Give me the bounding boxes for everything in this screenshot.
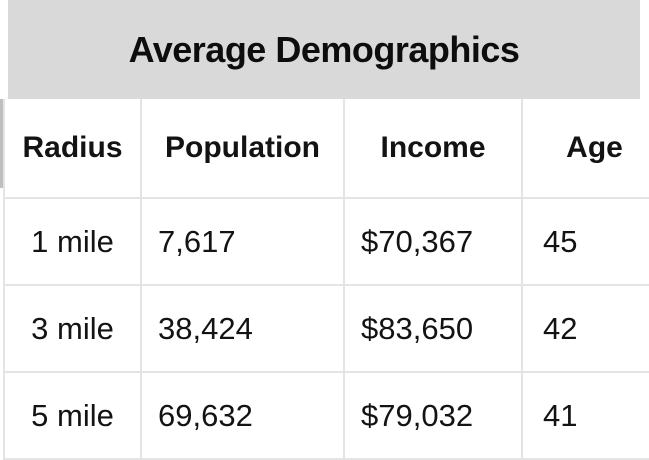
cell-age: 42: [543, 310, 578, 346]
column-header-population: Population: [142, 99, 345, 197]
cell-age: 45: [543, 223, 578, 259]
cell-radius: 5 mile: [5, 373, 142, 458]
title-band: Average Demographics: [8, 0, 640, 99]
demographics-table: Radius Population Income Age 1 mile 7,61…: [3, 99, 649, 460]
cell-radius: 1 mile: [5, 199, 142, 284]
page-title: Average Demographics: [128, 28, 520, 70]
column-header-radius: Radius: [5, 99, 142, 197]
cell-population: 38,424: [142, 286, 345, 371]
cell-income: $83,650: [345, 286, 523, 371]
table-header-row: Radius Population Income Age: [5, 99, 649, 199]
cell-population: 69,632: [142, 373, 345, 458]
cell-population: 7,617: [142, 199, 345, 284]
cell-radius: 3 mile: [5, 286, 142, 371]
left-edge-strip: [0, 99, 5, 188]
table-row-1-mile: 1 mile 7,617 $70,367 45: [5, 199, 649, 286]
cell-income: $70,367: [345, 199, 523, 284]
table-row-3-mile: 3 mile 38,424 $83,650 42: [5, 286, 649, 373]
table-row-5-mile: 5 mile 69,632 $79,032 41: [5, 373, 649, 460]
column-header-age: Age: [566, 131, 623, 164]
cell-income: $79,032: [345, 373, 523, 458]
column-header-income: Income: [345, 99, 523, 197]
cell-age: 41: [543, 397, 578, 433]
